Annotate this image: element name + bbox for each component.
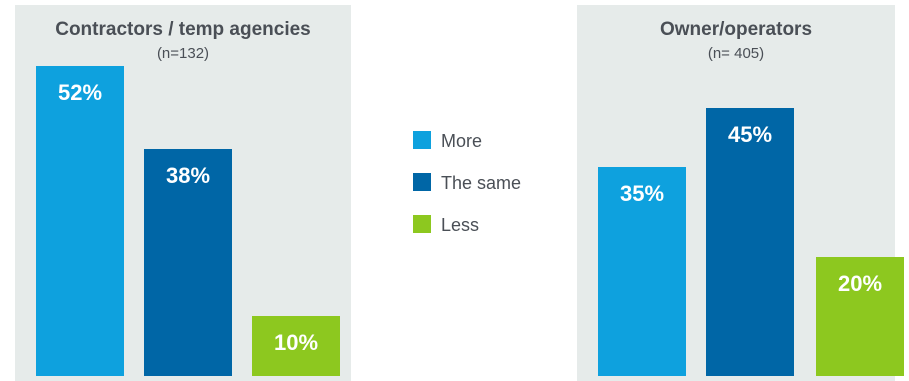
bar-value-label: 45% xyxy=(727,121,773,147)
chart-subtitle: (n=132) xyxy=(156,45,210,62)
legend-swatch xyxy=(413,131,431,149)
bar-more: 35% xyxy=(598,167,686,376)
legend-label: The same xyxy=(441,173,522,193)
bar-less: 20% xyxy=(816,256,904,376)
bar-value-label: 52% xyxy=(57,80,103,105)
legend-label: More xyxy=(441,131,483,151)
legend-label: Less xyxy=(441,215,480,235)
chart-panel-contractors: Contractors / temp agencies (n=132) 52% 3… xyxy=(15,5,351,381)
bar-the-same: 45% xyxy=(706,107,794,376)
chart-subtitle: (n= 405) xyxy=(707,45,765,62)
chart-title: Contractors / temp agencies xyxy=(55,19,311,40)
bar-value-label: 10% xyxy=(273,330,319,356)
bar-value-label: 38% xyxy=(165,163,211,189)
bar-more: 52% xyxy=(36,66,124,376)
legend-swatch xyxy=(413,173,431,191)
bar-the-same: 38% xyxy=(144,149,232,376)
bar-value-label: 20% xyxy=(837,270,883,296)
chart-panel-owner-operators: Owner/operators (n= 405) 35% 45% 20% xyxy=(577,5,904,381)
bar-value-label: 35% xyxy=(619,181,665,207)
chart-title: Owner/operators xyxy=(659,19,813,40)
legend-swatch xyxy=(413,215,431,233)
bar-less: 10% xyxy=(252,316,340,376)
